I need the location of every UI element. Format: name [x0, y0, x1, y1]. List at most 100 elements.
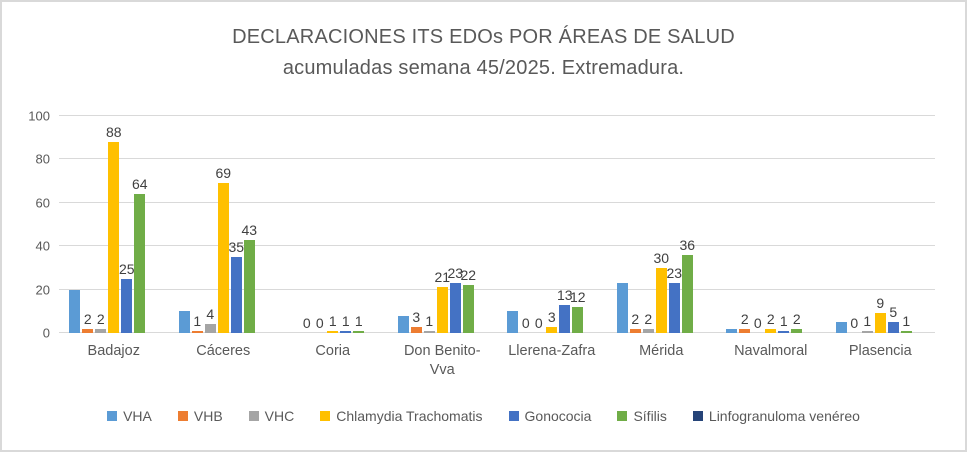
- y-axis-tick-label: 20: [35, 282, 50, 298]
- legend-label: VHA: [123, 408, 152, 424]
- bar-slot-gonococia: 23: [666, 116, 683, 333]
- x-axis-label-navalmoral: Navalmoral: [734, 343, 808, 359]
- bar-gonococia-c-ceres: [230, 257, 242, 333]
- bar-chlamydia-trachomatis-don-benito-vva: [436, 287, 448, 333]
- data-label-gonococia-m-rida: 23: [666, 265, 683, 282]
- bar-slot-vha: [507, 116, 519, 333]
- bar-gonococia-navalmoral: [778, 330, 790, 333]
- bar-slot-vhb: 0: [301, 116, 312, 333]
- data-label-vhb-c-ceres: 1: [193, 312, 202, 329]
- data-label-chlamydia-trachomatis-coria: 1: [328, 312, 337, 329]
- legend-item-linfogranuloma-ven-reo: Linfogranuloma venéreo: [692, 408, 860, 424]
- bar-slot-vhc: 1: [423, 116, 435, 333]
- bar-slot-chlamydia-trachomatis: 21: [434, 116, 450, 333]
- legend-label: Sífilis: [633, 408, 667, 424]
- data-label-s-filis-don-benito-vva: 22: [460, 267, 477, 284]
- data-label-vhb-plasencia: 0: [850, 315, 859, 331]
- bar-vhc-don-benito-vva: [423, 330, 435, 333]
- legend-swatch-icon: [692, 411, 703, 421]
- bar-slot-linfogranuloma-ven-reo: [695, 116, 706, 333]
- bar-slot-gonococia: 1: [340, 116, 352, 333]
- bar-vha-llerena-zafra: [507, 311, 519, 333]
- legend-swatch-icon: [508, 411, 519, 421]
- bar-slot-vha: [616, 116, 628, 333]
- data-label-chlamydia-trachomatis-m-rida: 30: [653, 249, 670, 266]
- plot-area: 0 20 40 60 80 100 2 2 88 25 64 1 4 69 35 43 0 0 1 1 1 3 1 21 23…: [28, 109, 936, 341]
- gridline-y-0: [59, 332, 935, 333]
- bar-slot-vha: [288, 116, 299, 333]
- bar-slot-vhb: 1: [191, 116, 203, 333]
- bar-vhb-c-ceres: [191, 330, 203, 333]
- data-label-vhc-c-ceres: 4: [206, 306, 215, 323]
- bar-slot-s-filis: 43: [241, 116, 257, 333]
- bar-slot-s-filis: 2: [791, 116, 803, 333]
- bar-group-badajoz: 2 2 88 25 64: [59, 116, 169, 333]
- bar-slot-linfogranuloma-ven-reo: [585, 116, 596, 333]
- bar-slot-s-filis: 12: [570, 116, 586, 333]
- bar-s-filis-don-benito-vva: [462, 285, 474, 333]
- gridline-y-60: [59, 201, 935, 203]
- data-label-gonococia-plasencia: 5: [889, 304, 898, 321]
- data-label-vhc-navalmoral: 0: [753, 315, 762, 331]
- data-label-vhb-don-benito-vva: 3: [412, 308, 421, 325]
- bar-s-filis-llerena-zafra: [572, 306, 584, 333]
- bar-chlamydia-trachomatis-plasencia: [874, 313, 886, 333]
- bar-slot-chlamydia-trachomatis: 3: [546, 116, 558, 333]
- bar-s-filis-navalmoral: [791, 328, 803, 333]
- data-label-vhb-coria: 0: [302, 315, 311, 331]
- y-axis-tick-label: 100: [28, 108, 50, 124]
- bar-slot-vhc: 2: [642, 116, 654, 333]
- bar-vha-navalmoral: [726, 328, 738, 333]
- legend-item-gonococia: Gonococia: [508, 408, 592, 424]
- bar-chlamydia-trachomatis-llerena-zafra: [546, 326, 558, 333]
- legend-swatch-icon: [177, 411, 188, 421]
- bar-chlamydia-trachomatis-c-ceres: [217, 183, 229, 333]
- data-label-s-filis-coria: 1: [354, 312, 363, 329]
- data-label-vhb-llerena-zafra: 0: [521, 315, 530, 331]
- bar-chlamydia-trachomatis-navalmoral: [765, 328, 777, 333]
- bar-vhc-badajoz: [95, 328, 107, 333]
- bar-group-m-rida: 2 2 30 23 36: [607, 116, 717, 333]
- bar-slot-chlamydia-trachomatis: 1: [327, 116, 339, 333]
- bar-slot-vhc: 0: [314, 116, 325, 333]
- legend-swatch-icon: [320, 411, 331, 421]
- bar-slot-vhb: 3: [410, 116, 422, 333]
- data-label-gonococia-llerena-zafra: 13: [556, 286, 573, 303]
- x-axis-label-c-ceres: Cáceres: [196, 343, 251, 359]
- bar-gonococia-don-benito-vva: [449, 283, 461, 333]
- legend-item-vhb: VHB: [177, 408, 223, 424]
- data-label-vhc-m-rida: 2: [644, 310, 653, 327]
- legend-item-vha: VHA: [107, 408, 152, 424]
- bar-slot-gonococia: 5: [887, 116, 899, 333]
- legend-label: Gonococia: [524, 408, 592, 424]
- bar-chlamydia-trachomatis-coria: [327, 330, 339, 333]
- bar-chlamydia-trachomatis-badajoz: [108, 142, 120, 333]
- bar-slot-linfogranuloma-ven-reo: [804, 116, 815, 333]
- data-label-chlamydia-trachomatis-badajoz: 88: [105, 124, 122, 141]
- bar-vha-m-rida: [616, 283, 628, 333]
- gridline-y-20: [59, 288, 935, 290]
- bar-vha-plasencia: [835, 322, 847, 333]
- data-label-gonococia-coria: 1: [341, 312, 350, 329]
- bar-slot-s-filis: 1: [900, 116, 912, 333]
- chart-title-line-2: acumuladas semana 45/2025. Extremadura.: [282, 57, 685, 79]
- data-label-gonococia-navalmoral: 1: [779, 312, 788, 329]
- bar-slot-vha: [726, 116, 738, 333]
- bar-slot-vha: [178, 116, 190, 333]
- bar-slot-gonococia: 1: [778, 116, 790, 333]
- bar-slot-s-filis: 64: [132, 116, 148, 333]
- data-label-chlamydia-trachomatis-navalmoral: 2: [766, 310, 775, 327]
- gridline-y-80: [59, 158, 935, 160]
- legend-label: VHC: [264, 408, 295, 424]
- data-label-s-filis-m-rida: 36: [679, 236, 696, 253]
- bar-gonococia-llerena-zafra: [559, 304, 571, 333]
- bar-group-don-benito-vva: 3 1 21 23 22: [388, 116, 498, 333]
- x-axis-label-plasencia: Plasencia: [848, 343, 912, 359]
- data-label-chlamydia-trachomatis-plasencia: 9: [876, 295, 885, 312]
- bar-group-llerena-zafra: 0 0 3 13 12: [497, 116, 607, 333]
- y-axis-tick-label: 40: [35, 238, 50, 254]
- bar-vhc-m-rida: [642, 328, 654, 333]
- bar-slot-chlamydia-trachomatis: 2: [765, 116, 777, 333]
